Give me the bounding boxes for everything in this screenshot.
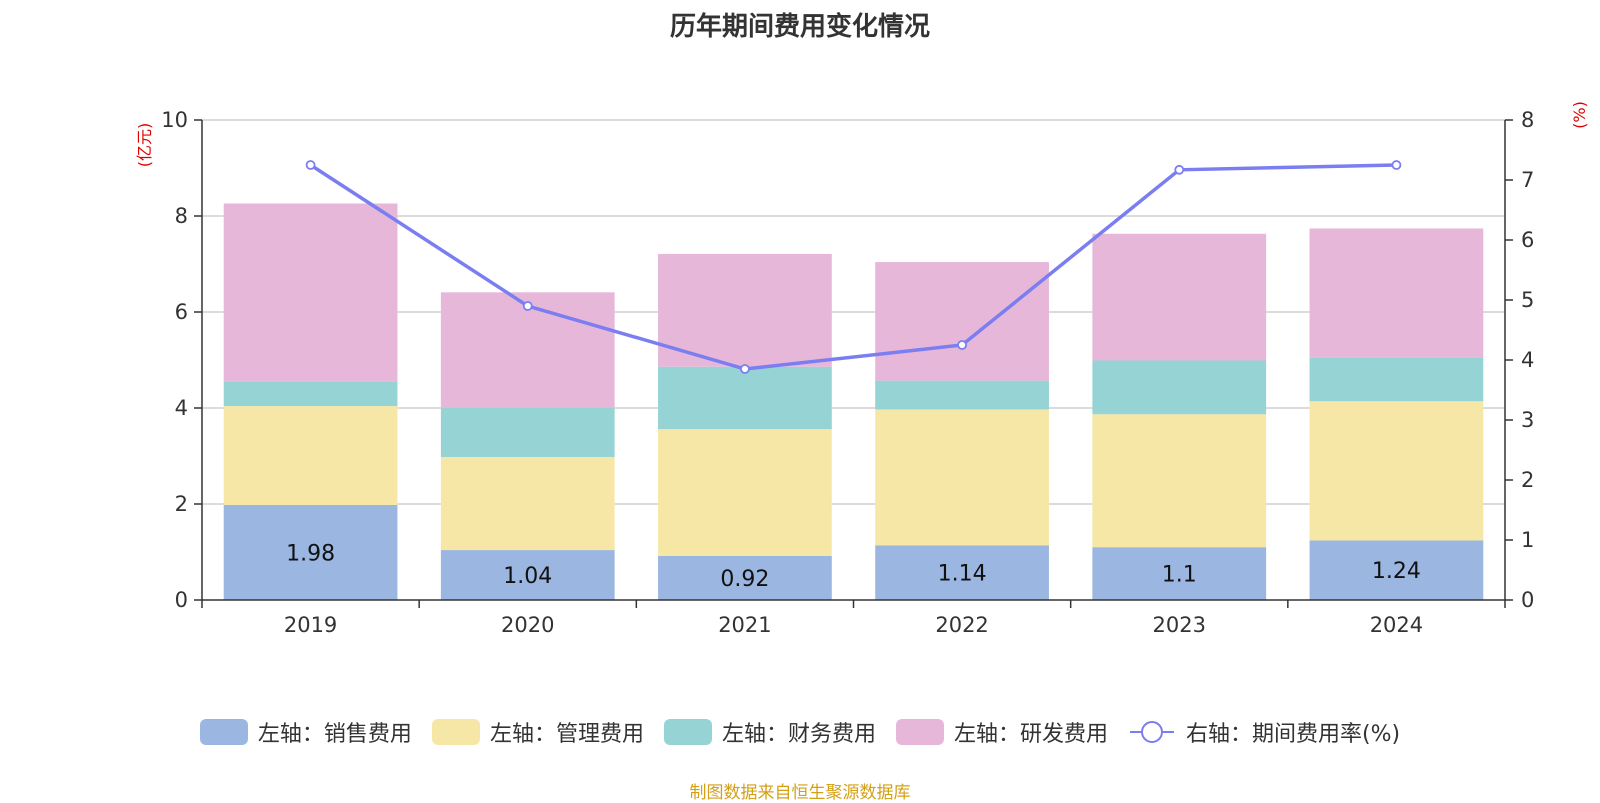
bar-segment (223, 381, 398, 407)
legend-swatch-finance (663, 719, 712, 745)
rate-point (305, 160, 316, 170)
bar-value-label: 1.24 (1372, 559, 1421, 584)
bar-segment (440, 456, 615, 551)
legend-label-admin: 左轴：管理费用 (489, 722, 644, 747)
x-tick-label: 2020 (501, 613, 554, 637)
data-source-note: 制图数据来自恒生聚源数据库 (689, 783, 911, 803)
left-tick-label: 0 (175, 588, 188, 612)
bar-segment (1092, 233, 1267, 361)
left-tick-label: 4 (175, 396, 188, 420)
bar-value-label: 1.04 (503, 564, 552, 589)
rate-point (1174, 164, 1185, 175)
rate-point (1391, 160, 1402, 170)
chart-title: 历年期间费用变化情况 (669, 12, 930, 42)
legend-item-admin[interactable]: 左轴：管理费用 (431, 716, 644, 748)
bar-segment (1092, 414, 1267, 548)
x-tick-label: 2021 (718, 613, 771, 637)
right-tick-label: 2 (1521, 468, 1534, 492)
bar-segment (1309, 228, 1484, 358)
bar-segment (440, 408, 615, 457)
left-tick-label: 6 (175, 300, 188, 324)
left-axis-unit: (亿元) (135, 123, 154, 168)
left-tick-label: 2 (175, 492, 188, 516)
axes: 0 2 4 6 8 10 0 1 2 3 4 5 6 7 8 2019 2020 2021 2022 2023 2024 (161, 108, 1534, 637)
bar-labels: 1.98 1.04 0.92 1.14 1.1 1.24 (286, 541, 1421, 591)
right-tick-label: 8 (1521, 108, 1534, 132)
bar-segment (223, 203, 398, 382)
bar-segment (223, 504, 398, 600)
bar-value-label: 1.1 (1162, 563, 1197, 588)
rate-polyline (309, 163, 1397, 371)
right-tick-label: 7 (1521, 168, 1534, 192)
legend-item-rate[interactable]: 右轴：期间费用率(%) (1128, 716, 1400, 748)
bar-value-label: 0.92 (720, 567, 769, 592)
legend-swatch-rd (895, 719, 944, 745)
legend-label-rd: 左轴：研发费用 (953, 722, 1108, 747)
right-axis-unit: (%) (1570, 101, 1589, 129)
rate-point (957, 340, 967, 350)
x-tick-label: 2022 (935, 613, 988, 637)
legend: 左轴：销售费用 左轴：管理费用 左轴：财务费用 左轴：研发费用 右轴：期间费用率… (0, 716, 1600, 748)
legend-swatch-sales (199, 719, 248, 745)
x-tick-label: 2024 (1370, 613, 1423, 637)
right-tick-label: 0 (1521, 588, 1534, 612)
bar-segment (875, 262, 1049, 381)
bar-segment (1309, 357, 1484, 402)
grid-lines (202, 119, 1505, 505)
rate-point (522, 301, 533, 311)
bar-segment (223, 406, 398, 505)
bar-segment (658, 253, 832, 367)
legend-item-rd[interactable]: 左轴：研发费用 (895, 716, 1108, 748)
left-tick-label: 8 (175, 204, 188, 228)
x-tick-label: 2019 (284, 613, 337, 637)
right-tick-label: 4 (1521, 348, 1534, 372)
bar-segment (658, 366, 832, 430)
bar-segment (1309, 540, 1484, 600)
bar-segment (1092, 360, 1267, 415)
right-tick-label: 5 (1521, 288, 1534, 312)
legend-item-sales[interactable]: 左轴：销售费用 (199, 716, 412, 748)
bar-segment (875, 380, 1049, 410)
bar-segment (875, 409, 1049, 546)
right-tick-label: 3 (1521, 408, 1534, 432)
bar-segment (875, 545, 1049, 600)
rate-point (740, 364, 750, 374)
x-tick-label: 2023 (1153, 613, 1206, 637)
bar-segment (1092, 547, 1267, 600)
legend-label-rate: 右轴：期间费用率(%) (1185, 722, 1401, 747)
legend-item-finance[interactable]: 左轴：财务费用 (663, 716, 876, 748)
chart-canvas: 0 2 4 6 8 10 0 1 2 3 4 5 6 7 8 2019 2020 2021 2022 2023 2024… (135, 101, 1589, 637)
bar-value-label: 1.14 (938, 562, 987, 587)
legend-label-sales: 左轴：销售费用 (257, 722, 412, 747)
right-tick-label: 1 (1521, 528, 1534, 552)
legend-label-finance: 左轴：财务费用 (721, 722, 876, 747)
bar-segment (440, 292, 615, 408)
legend-swatch-rate (1129, 721, 1174, 743)
bar-segment (658, 429, 832, 556)
bar-segment (658, 555, 832, 600)
bars (223, 203, 1484, 600)
legend-swatch-admin (431, 719, 480, 745)
right-tick-label: 6 (1521, 228, 1534, 252)
bar-value-label: 1.98 (286, 541, 335, 566)
bar-segment (440, 550, 615, 600)
rate-line (305, 160, 1402, 374)
bar-segment (1309, 401, 1484, 541)
left-tick-label: 10 (161, 108, 188, 132)
